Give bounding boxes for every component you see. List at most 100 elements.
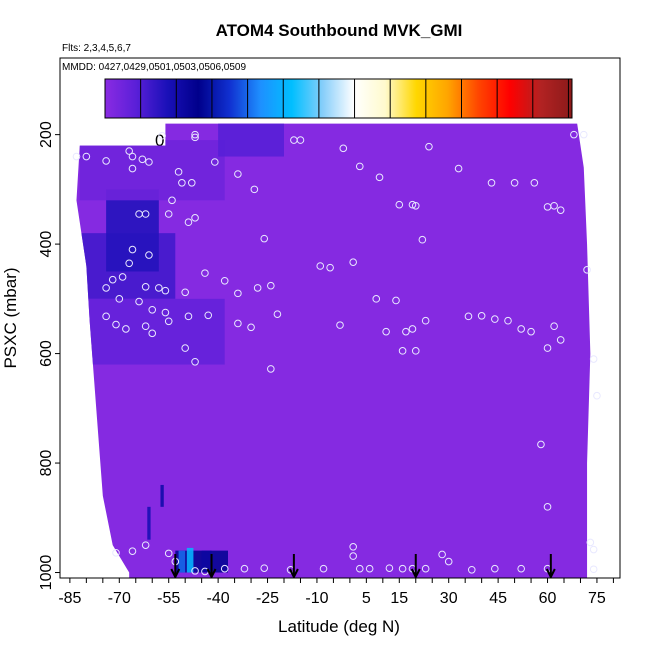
observation-point — [187, 179, 196, 187]
observation-point — [579, 130, 588, 139]
observation-point — [421, 316, 430, 325]
flight-arrow-head — [288, 568, 299, 578]
y-tick-label: 400 — [38, 231, 55, 258]
flight-arrow-head — [206, 568, 217, 578]
observation-point — [141, 322, 150, 331]
observation-point — [398, 564, 407, 573]
observation-point — [349, 552, 357, 560]
observation-point — [375, 173, 384, 182]
observation-point — [402, 327, 410, 336]
y-tick-label: 1000 — [38, 555, 55, 591]
observation-point — [260, 564, 269, 572]
x-axis: -85 -70 -55 -40 -25 -10 5 15 30 45 60 75 — [58, 578, 614, 607]
observation-point — [174, 168, 183, 176]
observation-point — [589, 545, 598, 554]
observation-point — [164, 549, 173, 558]
flight-arrow-head — [545, 568, 556, 578]
heatmap-cell — [160, 484, 164, 507]
x-tick-label: 5 — [362, 590, 371, 607]
observation-point — [583, 266, 591, 274]
y-axis: 200 400 600 800 1000 — [38, 121, 60, 590]
observation-point — [267, 365, 275, 373]
observation-point — [411, 201, 420, 210]
observation-point — [82, 152, 91, 161]
x-tick-label: 60 — [539, 590, 557, 607]
observation-point — [464, 312, 473, 321]
x-tick-label: -10 — [305, 590, 328, 607]
observation-point — [556, 336, 565, 344]
observation-point — [517, 564, 525, 573]
observation-point — [204, 311, 213, 320]
observation-point — [155, 284, 163, 292]
x-tick-label: -85 — [58, 590, 81, 607]
flights-note: Flts: 2,3,4,5,6,7 — [62, 43, 131, 54]
observation-point — [454, 164, 463, 173]
observation-point — [122, 325, 130, 333]
observation-point — [220, 276, 229, 285]
observation-point — [550, 322, 558, 331]
observation-point — [372, 295, 381, 303]
x-tick-label: 15 — [390, 590, 408, 607]
observation-point — [467, 565, 476, 574]
observation-point — [316, 262, 325, 270]
observation-point — [234, 319, 242, 328]
x-tick-label: -40 — [207, 590, 230, 607]
observation-point — [240, 564, 249, 573]
observation-point — [181, 288, 189, 297]
observation-point — [527, 327, 535, 336]
observation-point — [112, 549, 120, 557]
x-tick-label: 75 — [588, 590, 606, 607]
y-tick-label: 200 — [38, 121, 55, 148]
observation-point — [234, 289, 242, 298]
observation-point — [135, 210, 143, 218]
observation-point — [108, 275, 117, 284]
x-tick-label: -25 — [256, 590, 279, 607]
observation-point — [418, 235, 427, 244]
observation-point — [158, 131, 166, 140]
observation-point — [125, 259, 133, 268]
observation-point — [191, 130, 199, 139]
observation-point — [102, 284, 110, 292]
observation-point — [138, 155, 147, 164]
observation-point — [487, 179, 496, 187]
observation-point — [164, 317, 173, 326]
observation-point — [349, 543, 357, 551]
observation-point — [425, 142, 433, 151]
observation-point — [336, 321, 344, 329]
observation-point — [181, 344, 189, 352]
observation-point — [408, 200, 417, 209]
observation-point — [102, 312, 110, 321]
observation-point — [234, 170, 242, 178]
observation-point — [115, 295, 124, 303]
observation-point — [128, 547, 137, 555]
observation-point — [161, 308, 170, 317]
observation-point — [148, 305, 157, 314]
observation-point — [247, 323, 255, 332]
heatmap-cell — [178, 550, 186, 573]
observation-point — [530, 179, 539, 187]
observation-point — [191, 214, 199, 222]
observation-point — [395, 200, 404, 209]
observation-point — [191, 567, 199, 575]
observation-point — [570, 130, 578, 139]
observation-point — [444, 557, 453, 566]
x-tick-label: 45 — [489, 590, 507, 607]
chart-title: ATOM4 Southbound MVK_GMI — [216, 21, 463, 40]
observation-point — [145, 158, 153, 166]
observation-point — [382, 327, 390, 336]
observation-point — [250, 185, 259, 194]
observation-point — [102, 157, 110, 165]
observation-point — [355, 564, 364, 573]
observation-point — [211, 158, 219, 166]
observation-point — [589, 565, 598, 574]
observation-point — [517, 325, 525, 333]
observation-point — [178, 179, 186, 187]
observation-point — [421, 564, 430, 573]
observation-point — [491, 564, 499, 573]
observation-point — [168, 196, 176, 205]
observation-point — [411, 347, 420, 355]
observation-point — [349, 258, 357, 266]
observation-point — [201, 269, 209, 277]
observation-point — [438, 550, 446, 559]
